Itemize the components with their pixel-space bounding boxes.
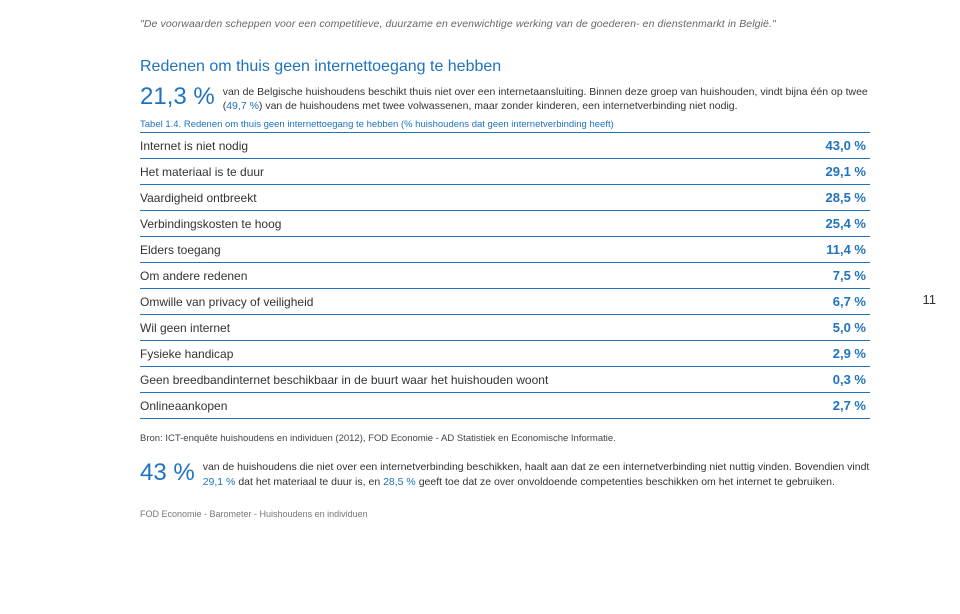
row-label: Elders toegang: [140, 237, 799, 263]
section-title: Redenen om thuis geen internettoegang te…: [140, 58, 870, 76]
conclusion-hl2: 28,5 %: [383, 476, 416, 488]
table-row: Internet is niet nodig43,0 %: [140, 133, 870, 159]
table-row: Onlineaankopen2,7 %: [140, 393, 870, 419]
row-value: 2,7 %: [799, 393, 870, 419]
row-label: Verbindingskosten te hoog: [140, 211, 799, 237]
intro-text-after: ) van de huishoudens met twee volwassene…: [259, 100, 738, 112]
row-label: Wil geen internet: [140, 315, 799, 341]
header-quote: "De voorwaarden scheppen voor een compet…: [140, 18, 870, 30]
row-value: 25,4 %: [799, 211, 870, 237]
table-row: Fysieke handicap2,9 %: [140, 341, 870, 367]
row-label: Fysieke handicap: [140, 341, 799, 367]
intro-block: 21,3 % van de Belgische huishoudens besc…: [140, 84, 870, 113]
intro-big-percent: 21,3 %: [140, 84, 215, 110]
source-line: Bron: ICT-enquête huishoudens en individ…: [140, 433, 870, 444]
conclusion-hl1: 29,1 %: [203, 476, 236, 488]
row-value: 11,4 %: [799, 237, 870, 263]
conclusion-t1: van de huishoudens die niet over een int…: [203, 461, 870, 473]
conclusion-block: 43 % van de huishoudens die niet over ee…: [140, 460, 870, 488]
table-row: Elders toegang11,4 %: [140, 237, 870, 263]
row-label: Omwille van privacy of veiligheid: [140, 289, 799, 315]
row-value: 7,5 %: [799, 263, 870, 289]
row-label: Internet is niet nodig: [140, 133, 799, 159]
conclusion-text: van de huishoudens die niet over een int…: [203, 460, 870, 488]
row-value: 28,5 %: [799, 185, 870, 211]
row-value: 6,7 %: [799, 289, 870, 315]
intro-hl1: 49,7 %: [226, 100, 259, 112]
page-number: 11: [923, 292, 937, 307]
row-value: 5,0 %: [799, 315, 870, 341]
table-caption: Tabel 1.4. Redenen om thuis geen interne…: [140, 119, 870, 130]
table-row: Omwille van privacy of veiligheid6,7 %: [140, 289, 870, 315]
row-label: Het materiaal is te duur: [140, 159, 799, 185]
row-value: 2,9 %: [799, 341, 870, 367]
table-row: Het materiaal is te duur29,1 %: [140, 159, 870, 185]
row-label: Om andere redenen: [140, 263, 799, 289]
row-value: 43,0 %: [799, 133, 870, 159]
table-row: Wil geen internet5,0 %: [140, 315, 870, 341]
table-row: Om andere redenen7,5 %: [140, 263, 870, 289]
conclusion-big-percent: 43 %: [140, 460, 195, 485]
row-label: Vaardigheid ontbreekt: [140, 185, 799, 211]
table-row: Vaardigheid ontbreekt28,5 %: [140, 185, 870, 211]
reasons-table: Internet is niet nodig43,0 %Het materiaa…: [140, 132, 870, 419]
row-value: 0,3 %: [799, 367, 870, 393]
table-row: Geen breedbandinternet beschikbaar in de…: [140, 367, 870, 393]
conclusion-t2: dat het materiaal te duur is, en: [235, 476, 383, 488]
table-row: Verbindingskosten te hoog25,4 %: [140, 211, 870, 237]
row-value: 29,1 %: [799, 159, 870, 185]
footer-line: FOD Economie - Barometer - Huishoudens e…: [140, 509, 870, 519]
row-label: Geen breedbandinternet beschikbaar in de…: [140, 367, 799, 393]
conclusion-t3: geeft toe dat ze over onvoldoende compet…: [416, 476, 835, 488]
intro-text: van de Belgische huishoudens beschikt th…: [223, 84, 870, 113]
row-label: Onlineaankopen: [140, 393, 799, 419]
